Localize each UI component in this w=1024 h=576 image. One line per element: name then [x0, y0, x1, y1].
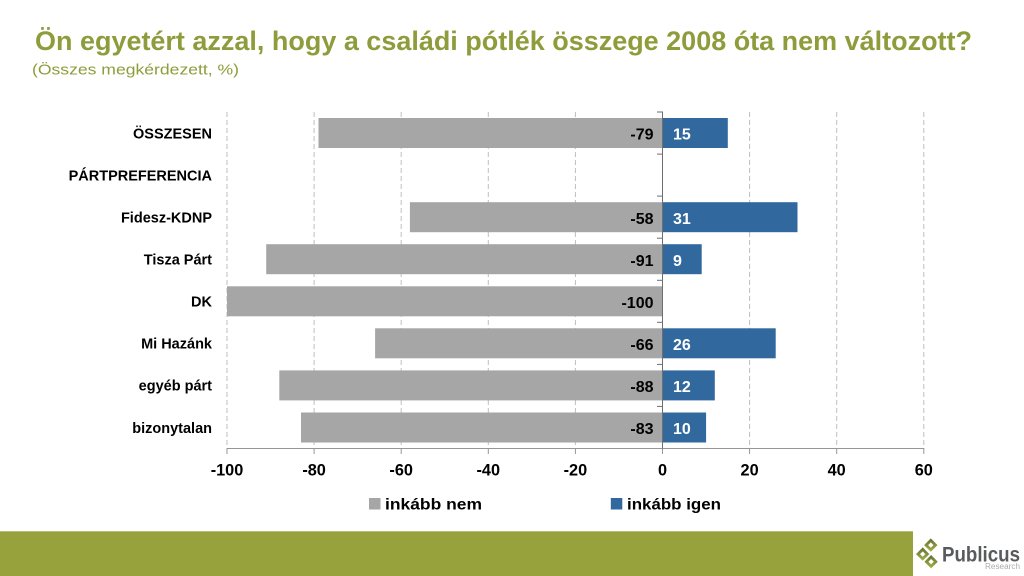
svg-text:-58: -58: [630, 211, 653, 228]
svg-text:-100: -100: [211, 462, 244, 480]
svg-text:Ön egyetért azzal, hogy a csal: Ön egyetért azzal, hogy a családi pótlék…: [35, 26, 972, 56]
svg-text:31: 31: [673, 211, 691, 228]
svg-text:0: 0: [658, 462, 667, 480]
svg-text:15: 15: [673, 127, 691, 144]
svg-text:Publicus: Publicus: [942, 543, 1020, 567]
svg-text:PÁRTPREFERENCIA: PÁRTPREFERENCIA: [69, 167, 213, 184]
svg-text:20: 20: [741, 462, 759, 480]
svg-text:12: 12: [673, 379, 691, 396]
svg-text:26: 26: [673, 337, 691, 354]
svg-text:-20: -20: [564, 462, 588, 480]
svg-text:DK: DK: [191, 295, 212, 311]
svg-text:Fidesz-KDNP: Fidesz-KDNP: [121, 211, 212, 227]
svg-text:(Összes megkérdezett, %): (Összes megkérdezett, %): [32, 61, 239, 79]
svg-text:bizonytalan: bizonytalan: [132, 421, 212, 437]
svg-text:-40: -40: [477, 462, 501, 480]
svg-text:egyéb párt: egyéb párt: [139, 379, 212, 395]
svg-text:inkább nem: inkább nem: [385, 497, 482, 514]
svg-text:-80: -80: [302, 462, 326, 480]
svg-text:inkább igen: inkább igen: [627, 497, 721, 514]
svg-text:-88: -88: [630, 379, 653, 396]
svg-text:ÖSSZESEN: ÖSSZESEN: [133, 125, 212, 142]
svg-text:-91: -91: [630, 253, 653, 270]
svg-text:-60: -60: [389, 462, 413, 480]
svg-text:Tisza Párt: Tisza Párt: [144, 253, 212, 269]
svg-text:60: 60: [915, 462, 933, 480]
svg-text:-66: -66: [630, 337, 653, 354]
svg-text:-83: -83: [630, 421, 653, 438]
svg-text:40: 40: [828, 462, 846, 480]
svg-text:-100: -100: [621, 295, 653, 312]
svg-text:9: 9: [673, 253, 682, 270]
svg-text:Research: Research: [985, 562, 1020, 571]
svg-text:-79: -79: [630, 127, 653, 144]
svg-text:Mi Hazánk: Mi Hazánk: [141, 337, 213, 353]
svg-text:10: 10: [673, 421, 691, 438]
